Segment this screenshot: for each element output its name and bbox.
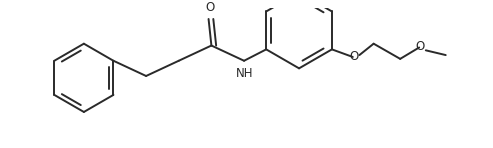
Text: O: O [349, 50, 358, 63]
Text: O: O [205, 1, 214, 14]
Text: O: O [416, 40, 425, 53]
Text: NH: NH [236, 67, 254, 80]
